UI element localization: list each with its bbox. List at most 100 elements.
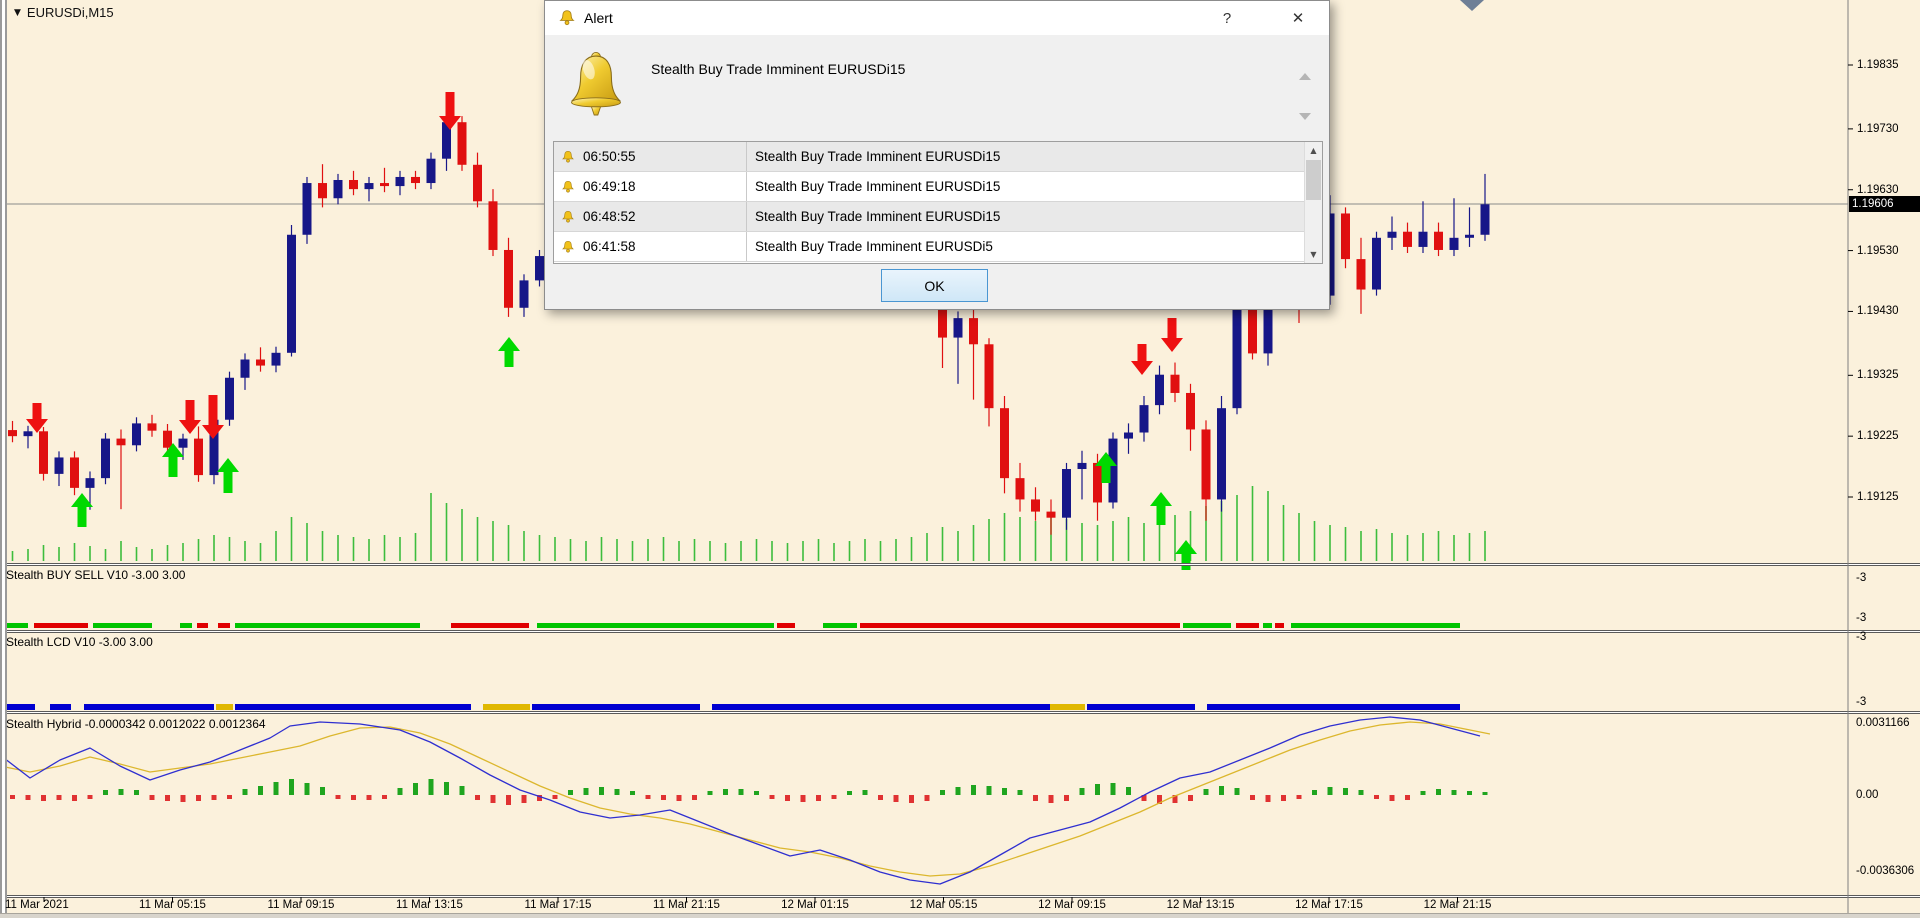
hybrid-histogram-bar (1172, 795, 1178, 803)
time-axis-label: 12 Mar 05:15 (909, 899, 978, 911)
candle-body (1372, 237, 1381, 290)
alert-row[interactable]: 06:49:18 Stealth Buy Trade Imminent EURU… (554, 172, 1306, 202)
hybrid-histogram-bar (1389, 795, 1395, 801)
hybrid-histogram-bar (165, 795, 170, 801)
hybrid-histogram-bar (1017, 790, 1023, 795)
price-axis-label: 1.19630 (1857, 183, 1899, 196)
hybrid-histogram-bar (940, 790, 945, 795)
hybrid-histogram-bar (1157, 795, 1162, 804)
hybrid-histogram-bar (428, 779, 434, 795)
candle-body (54, 457, 64, 474)
symbol-timeframe-text: EURUSDi,M15 (26, 5, 114, 20)
candle-body (1356, 259, 1366, 290)
candle-body (1201, 429, 1211, 500)
sell-signal-arrow-icon (439, 92, 461, 130)
candle-body (535, 256, 544, 281)
time-axis-label: 12 Mar 01:15 (781, 899, 849, 911)
message-scroll-up-icon[interactable] (1299, 73, 1311, 80)
indicator-scale-label: -3 (1856, 572, 1867, 584)
candle-body (318, 183, 327, 199)
alert-dialog-titlebar[interactable]: Alert ? ✕ (545, 1, 1329, 35)
lcd-segment (50, 704, 71, 710)
candle-body (1000, 408, 1009, 479)
buy-signal-arrow-icon (1150, 492, 1172, 525)
buy-signal-arrow-icon (162, 443, 184, 477)
hybrid-histogram-bar (413, 783, 418, 795)
hybrid-histogram-bar (1219, 786, 1224, 795)
hybrid-histogram-bar (1079, 788, 1085, 795)
hybrid-histogram-bar (103, 790, 108, 795)
dialog-help-button[interactable]: ? (1210, 1, 1244, 35)
hybrid-signal-line (0, 721, 1491, 877)
price-axis-label: 1.19730 (1857, 122, 1899, 135)
hybrid-histogram-bar (878, 795, 883, 800)
lcd-segment (712, 704, 1050, 710)
hybrid-histogram-bar (273, 782, 279, 795)
candle-body (1077, 462, 1087, 470)
time-axis-label: 11 Mar 09:15 (267, 899, 335, 911)
scrollbar-down-icon[interactable]: ▼ (1305, 246, 1322, 263)
list-scrollbar[interactable]: ▲ ▼ (1304, 142, 1322, 263)
alert-row[interactable]: 06:41:58 Stealth Buy Trade Imminent EURU… (554, 232, 1306, 262)
time-axis-label: 12 Mar 09:15 (1038, 899, 1106, 911)
hybrid-histogram-bar (25, 795, 31, 800)
lcd-segment (1207, 704, 1460, 710)
hybrid-histogram-bar (196, 795, 201, 801)
hybrid-histogram-bar (1095, 784, 1100, 795)
buysell-segment (1183, 623, 1231, 628)
hybrid-histogram-bar (1126, 787, 1131, 795)
hybrid-histogram-bar (1482, 792, 1488, 795)
candle-body (504, 249, 513, 308)
price-axis-label: 1.19430 (1857, 305, 1899, 318)
hybrid-histogram-bar (661, 795, 666, 800)
lcd-segment (1050, 704, 1085, 710)
buysell-segment (197, 623, 208, 628)
buysell-segment (1263, 623, 1272, 628)
lcd-segment (1087, 704, 1195, 710)
chevron-down-icon: ▼ (14, 7, 21, 18)
hybrid-histogram-bar (1110, 783, 1116, 795)
hybrid-histogram-bar (769, 795, 775, 799)
sell-signal-arrow-icon (26, 403, 48, 433)
panel-divider (0, 896, 1920, 897)
dialog-close-button[interactable]: ✕ (1275, 1, 1321, 35)
hybrid-histogram-bar (1048, 795, 1054, 803)
price-axis-label: 1.19125 (1857, 491, 1899, 503)
buysell-segment (1291, 623, 1460, 628)
alert-row[interactable]: 06:50:55 Stealth Buy Trade Imminent EURU… (554, 142, 1306, 172)
indicator-scale-label: 0.0031166 (1856, 717, 1910, 729)
hybrid-histogram-bar (986, 786, 992, 795)
hybrid-histogram-bar (1033, 795, 1038, 801)
candle-body (225, 377, 234, 420)
alert-row[interactable]: 06:48:52 Stealth Buy Trade Imminent EURU… (554, 202, 1306, 232)
hybrid-histogram-bar (72, 795, 77, 801)
message-scroll-down-icon[interactable] (1299, 113, 1311, 120)
hybrid-histogram-bar (1451, 790, 1457, 795)
candle-body (969, 318, 978, 345)
hybrid-histogram-bar (366, 795, 372, 800)
candle-body (395, 176, 405, 187)
candle-body (85, 478, 95, 488)
chart-shift-marker-icon[interactable] (1460, 0, 1484, 11)
scrollbar-thumb[interactable] (1306, 160, 1321, 200)
hybrid-histogram-bar (41, 795, 46, 801)
hybrid-histogram-bar (56, 795, 62, 800)
panel-divider (0, 630, 1920, 631)
hybrid-histogram-bar (971, 785, 976, 795)
ok-button[interactable]: OK (881, 269, 988, 302)
alert-message: Stealth Buy Trade Imminent EURUSDi15 (651, 61, 906, 77)
time-axis-label: 12 Mar 17:15 (1295, 899, 1363, 911)
candle-body (1139, 405, 1149, 433)
hybrid-histogram-bar (1405, 795, 1410, 800)
buy-signal-arrow-icon (1095, 452, 1117, 483)
hybrid-histogram-bar (490, 795, 496, 803)
hybrid-histogram-bar (800, 795, 806, 802)
buysell-segment (860, 623, 1180, 628)
buysell-segment (235, 623, 420, 628)
hybrid-histogram-bar (738, 789, 744, 795)
hybrid-histogram-bar (676, 795, 682, 801)
hybrid-histogram-bar (1281, 795, 1286, 801)
price-axis-label: 1.19835 (1857, 59, 1899, 71)
scrollbar-up-icon[interactable]: ▲ (1305, 142, 1322, 159)
